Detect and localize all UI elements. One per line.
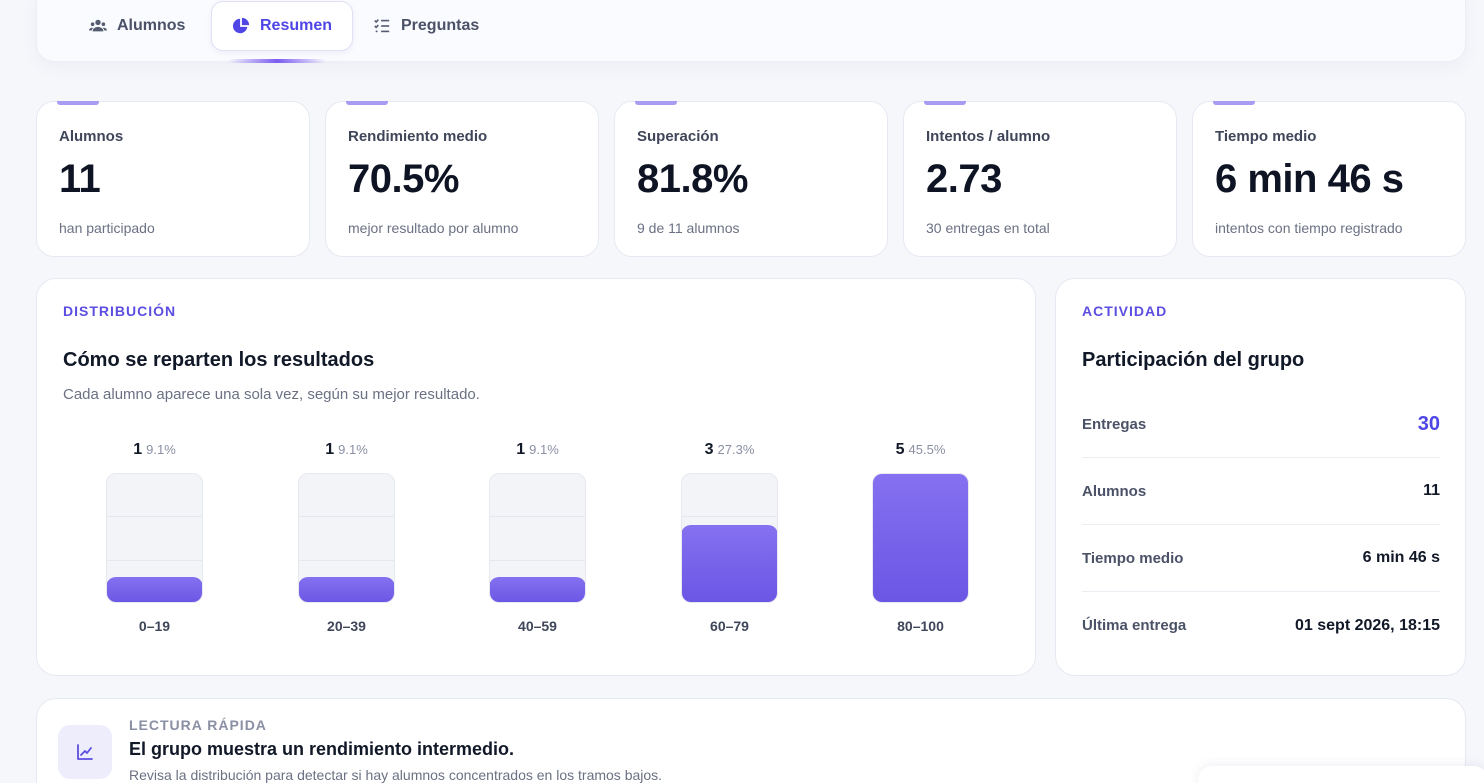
bar-track [106, 473, 203, 603]
card-accent [924, 101, 966, 105]
section-title: Participación del grupo [1082, 349, 1305, 371]
stat-label: Tiempo medio [1215, 128, 1317, 145]
bar [107, 577, 202, 602]
stat-sub: 30 entregas en total [926, 220, 1050, 236]
stat-card-superacion: Superación 81.8% 9 de 11 alumnos [614, 101, 888, 257]
activity-value: 11 [1423, 482, 1440, 499]
bar-percent: 9.1% [146, 442, 176, 457]
bar-percent: 9.1% [529, 442, 559, 457]
stat-value: 70.5% [348, 157, 459, 201]
bar-value-label: 1 9.1% [106, 441, 203, 459]
stat-label: Intentos / alumno [926, 128, 1051, 145]
category-label: 0–19 [138, 618, 171, 634]
bar-value-label: 1 9.1% [489, 441, 586, 459]
bar-value-label: 5 45.5% [872, 441, 969, 459]
list-check-icon [374, 19, 390, 33]
activity-key: Tiempo medio [1082, 549, 1184, 567]
bar-percent: 27.3% [717, 442, 755, 457]
activity-row-alumnos: Alumnos 11 [1082, 458, 1440, 525]
users-icon [89, 19, 107, 32]
bar [299, 577, 394, 602]
category-label: 60–79 [710, 618, 749, 634]
section-description: Cada alumno aparece una sola vez, según … [63, 386, 480, 403]
section-kicker: DISTRIBUCIÓN [63, 303, 177, 319]
activity-row-entregas: Entregas 30 [1082, 391, 1440, 458]
bar-count: 3 [704, 441, 714, 458]
bar-count: 1 [325, 441, 335, 458]
section-title: Cómo se reparten los resultados [63, 349, 375, 371]
stat-card-intentos: Intentos / alumno 2.73 30 entregas en to… [903, 101, 1177, 257]
tab-label: Preguntas [401, 17, 480, 34]
tab-label: Alumnos [117, 17, 186, 34]
category-label: 20–39 [327, 618, 366, 634]
grid-line [107, 560, 202, 561]
floating-card [1198, 766, 1484, 783]
stat-card-tiempo: Tiempo medio 6 min 46 s intentos con tie… [1192, 101, 1466, 257]
stat-card-alumnos: Alumnos 11 han participado [36, 101, 310, 257]
card-accent [346, 101, 388, 105]
stat-value: 81.8% [637, 157, 748, 201]
bar-track [489, 473, 586, 603]
stat-value: 6 min 46 s [1215, 157, 1404, 201]
activity-value: 30 [1417, 412, 1440, 435]
bar-count: 1 [133, 441, 143, 458]
tab-resumen[interactable]: Resumen [211, 1, 354, 51]
activity-key: Última entrega [1082, 617, 1187, 634]
bar-track [681, 473, 778, 603]
bar-track [298, 473, 395, 603]
pie-chart-icon [232, 17, 250, 34]
stat-sub: mejor resultado por alumno [348, 220, 519, 236]
stat-sub: intentos con tiempo registrado [1215, 220, 1403, 236]
bar [682, 525, 777, 602]
activity-key: Alumnos [1082, 482, 1147, 500]
tab-preguntas[interactable]: Preguntas [373, 1, 479, 51]
stat-label: Rendimiento medio [348, 128, 488, 145]
bar-value-label: 3 27.3% [681, 441, 778, 459]
bar-count: 1 [516, 441, 526, 458]
bar-value-label: 1 9.1% [298, 441, 395, 459]
stat-value: 2.73 [926, 157, 1002, 201]
stat-value: 11 [59, 157, 101, 201]
section-kicker: ACTIVIDAD [1082, 303, 1168, 319]
quick-read-kicker: LECTURA RÁPIDA [129, 717, 267, 733]
grid-line [107, 516, 202, 517]
distribution-chart: 1 9.1% 0–19 1 9.1% 20–39 1 9.1% 40–59 3 27.3% 60–79… [37, 279, 1037, 679]
activity-key: Entregas [1082, 415, 1147, 433]
stat-sub: 9 de 11 alumnos [637, 220, 740, 236]
activity-value: 01 sept 2026, 18:15 [1295, 616, 1440, 634]
category-label: 40–59 [518, 618, 557, 634]
activity-row-tiempo: Tiempo medio 6 min 46 s [1082, 525, 1440, 592]
quick-read-description: Revisa la distribución para detectar si … [129, 767, 663, 783]
stat-label: Alumnos [59, 128, 124, 145]
bar-count: 5 [895, 441, 905, 458]
grid-line [299, 516, 394, 517]
activity-value: 6 min 46 s [1362, 549, 1440, 566]
quick-read-title: El grupo muestra un rendimiento intermed… [129, 739, 515, 759]
grid-line [682, 516, 777, 517]
bar-track [872, 473, 969, 603]
card-accent [57, 101, 99, 105]
tab-label: Resumen [260, 17, 333, 34]
bar [873, 474, 968, 602]
activity-row-ultima-entrega: Última entrega 01 sept 2026, 18:15 [1082, 592, 1440, 659]
active-tab-indicator [228, 59, 326, 63]
grid-line [299, 560, 394, 561]
card-accent [635, 101, 677, 105]
tab-bar: Alumnos Resumen Preguntas [36, 0, 1466, 62]
grid-line [490, 516, 585, 517]
bar [490, 577, 585, 602]
bar-percent: 9.1% [338, 442, 368, 457]
bar-percent: 45.5% [908, 442, 946, 457]
card-accent [1213, 101, 1255, 105]
tab-alumnos[interactable]: Alumnos [89, 1, 185, 51]
category-label: 80–100 [897, 618, 944, 634]
stat-label: Superación [637, 128, 719, 145]
stat-sub: han participado [59, 220, 155, 236]
distribution-panel: DISTRIBUCIÓN Cómo se reparten los result… [36, 278, 1036, 676]
grid-line [490, 560, 585, 561]
activity-panel: ACTIVIDAD Participación del grupo Entreg… [1055, 278, 1466, 676]
trend-chart-icon [58, 725, 112, 779]
stat-card-rendimiento: Rendimiento medio 70.5% mejor resultado … [325, 101, 599, 257]
